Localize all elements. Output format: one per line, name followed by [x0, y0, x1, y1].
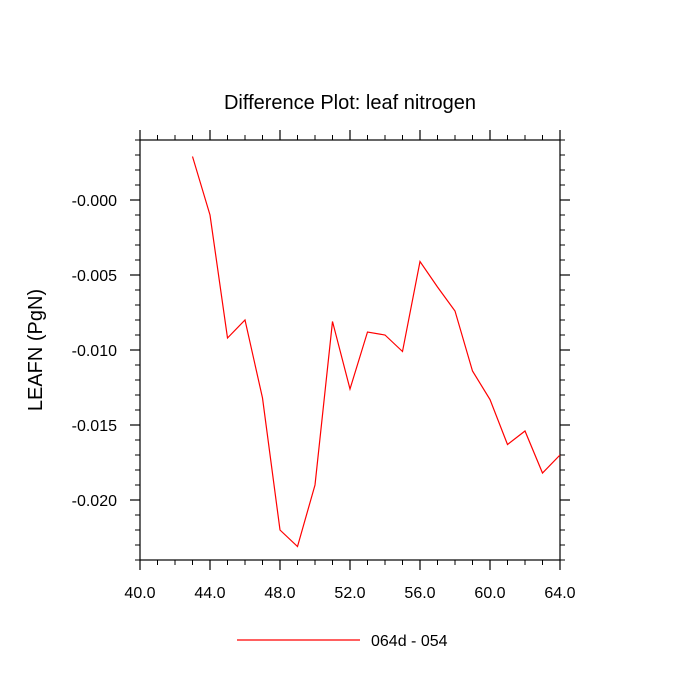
x-tick-label: 48.0: [264, 585, 295, 602]
chart-title: Difference Plot: leaf nitrogen: [224, 92, 476, 114]
x-tick-label: 40.0: [124, 585, 155, 602]
x-axis: 40.0 44.0 48.0 52.0 56.0 60.0 64.0: [124, 130, 576, 602]
x-tick-label: 56.0: [404, 585, 435, 602]
series-line: [191, 156, 561, 548]
x-tick-label: 64.0: [544, 585, 575, 602]
plot-border: [139, 139, 561, 561]
series-layer: [191, 156, 561, 548]
y-tick-label: -0.010: [72, 343, 117, 360]
legend-label: 064d - 054: [371, 633, 448, 650]
x-tick-label: 44.0: [194, 585, 225, 602]
y-axis-label: LEAFN (PgN): [25, 289, 47, 411]
plot-frame: [139, 139, 561, 561]
y-tick-label: -0.015: [72, 418, 117, 435]
y-tick-label: -0.000: [72, 193, 117, 210]
x-tick-label: 52.0: [334, 585, 365, 602]
legend: 064d - 054: [237, 633, 448, 650]
x-tick-label: 60.0: [474, 585, 505, 602]
y-tick-label: -0.005: [72, 268, 117, 285]
y-tick-label: -0.020: [72, 493, 117, 510]
y-axis: -0.000 -0.005 -0.010 -0.015 -0.020: [72, 139, 570, 561]
